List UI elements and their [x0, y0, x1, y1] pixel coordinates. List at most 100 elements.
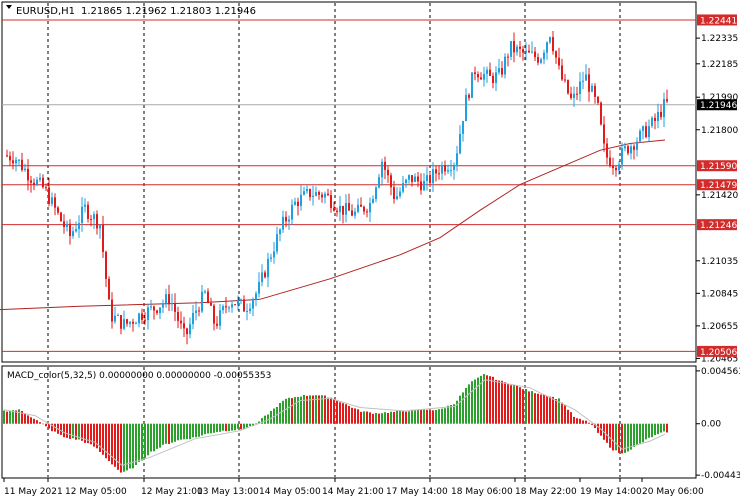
candle-body-69: [213, 305, 215, 324]
candle-161: [489, 62, 491, 76]
macd-bar-81: [246, 423, 248, 428]
time-tick-label-1: 12 May 05:00: [65, 487, 127, 497]
price-axis-ticks: 1.22335 1.22185 1.21990 1.21800 1.21420 1.210…: [696, 34, 738, 364]
candle-165: [501, 61, 503, 78]
candle-128: [390, 172, 392, 196]
candle-139: [423, 173, 425, 192]
candles: [6, 31, 668, 345]
macd-bar-187: [564, 405, 566, 424]
candle-body-110: [336, 210, 338, 213]
candle-body-190: [576, 93, 578, 95]
candle-10: [36, 176, 38, 187]
candle-141: [429, 172, 431, 187]
candle-body-199: [603, 124, 605, 144]
macd-bar-85: [258, 421, 260, 424]
candle-body-120: [366, 211, 368, 213]
candle-33: [105, 250, 107, 288]
macd-bar-145: [438, 409, 440, 424]
candle-83: [255, 291, 257, 307]
candle-112: [342, 205, 344, 224]
candle-body-187: [567, 80, 569, 94]
macd-bar-186: [561, 402, 563, 424]
candle-body-153: [465, 95, 467, 122]
macd-bar-31: [96, 423, 98, 449]
symbol-dropdown-icon[interactable]: [6, 5, 12, 9]
candle-209: [633, 144, 635, 160]
candle-body-79: [243, 299, 245, 312]
macd-bar-47: [144, 423, 146, 458]
macd-bar-27: [84, 423, 86, 443]
candle-body-132: [402, 183, 404, 192]
candle-body-216: [654, 117, 656, 121]
macd-bar-207: [624, 423, 626, 453]
candle-32: [102, 215, 104, 258]
candle-61: [189, 317, 191, 339]
candle-59: [183, 316, 185, 337]
macd-bar-50: [153, 423, 155, 452]
macd-bar-110: [333, 398, 335, 424]
macd-bar-86: [261, 418, 263, 424]
candle-8: [30, 175, 32, 193]
candle-body-35: [111, 299, 113, 322]
candle-97: [297, 197, 299, 216]
macd-bar-141: [426, 409, 428, 424]
candle-176: [534, 47, 536, 61]
macd-bar-153: [462, 392, 464, 424]
macd-bar-125: [378, 413, 380, 424]
candle-body-219: [663, 99, 665, 118]
candle-22: [72, 226, 74, 239]
candle-body-167: [507, 56, 509, 58]
macd-bar-192: [579, 418, 581, 424]
horizontal-levels[interactable]: [2, 19, 696, 352]
macd-bar-117: [354, 408, 356, 424]
time-tick-label-6: 17 May 14:00: [386, 487, 448, 497]
macd-bar-181: [546, 396, 548, 424]
candle-body-104: [318, 192, 320, 195]
macd-bar-105: [318, 395, 320, 424]
macd-bar-59: [180, 423, 182, 440]
candle-body-203: [615, 167, 617, 171]
macd-panel[interactable]: 0.0045635 0.00 -0.004439 MACD_color(5,32,5…: [1, 365, 740, 481]
candle-body-93: [285, 216, 287, 222]
macd-bar-139: [420, 410, 422, 424]
macd-bar-115: [348, 405, 350, 424]
level-label-1: 1.21590: [700, 162, 737, 172]
candle-118: [360, 197, 362, 207]
macd-bar-147: [444, 408, 446, 424]
candle-179: [543, 49, 545, 65]
candle-208: [630, 143, 632, 160]
macd-bar-25: [78, 423, 80, 440]
candle-body-103: [315, 192, 317, 196]
candle-76: [234, 304, 236, 306]
candle-31: [99, 224, 101, 239]
macd-bar-220: [663, 423, 665, 432]
candle-body-191: [579, 81, 581, 94]
candle-body-84: [258, 282, 260, 294]
price-panel[interactable]: 1.22335 1.22185 1.21990 1.21800 1.21420 1.210…: [0, 1, 738, 364]
candle-40: [126, 318, 128, 327]
candle-115: [351, 204, 353, 217]
candle-55: [171, 293, 173, 312]
macd-bar-29: [90, 423, 92, 445]
ohlc-values: 1.21865 1.21962 1.21803 1.21946: [81, 6, 256, 17]
macd-bar-157: [474, 379, 476, 424]
candle-99: [303, 186, 305, 196]
candle-138: [420, 173, 422, 195]
candle-13: [45, 183, 47, 191]
macd-bar-70: [213, 423, 215, 433]
macd-bar-146: [441, 408, 443, 424]
candle-body-7: [27, 168, 29, 181]
candle-body-155: [471, 72, 473, 98]
candle-body-171: [519, 46, 521, 49]
candle-body-76: [234, 304, 236, 306]
candle-body-33: [105, 251, 107, 279]
candle-body-220: [666, 99, 668, 102]
candle-147: [447, 164, 449, 174]
candle-200: [606, 138, 608, 165]
candle-body-154: [468, 95, 470, 98]
candle-body-188: [570, 93, 572, 98]
candle-body-107: [327, 193, 329, 196]
candle-187: [567, 79, 569, 95]
